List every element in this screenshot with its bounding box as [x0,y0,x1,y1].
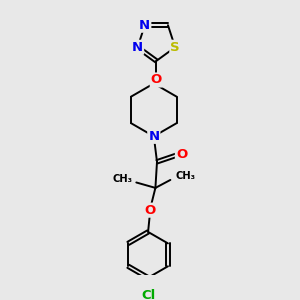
Text: CH₃: CH₃ [112,174,132,184]
Text: N: N [148,130,159,143]
Text: N: N [139,19,150,32]
Text: CH₃: CH₃ [176,171,196,181]
Text: N: N [132,41,143,54]
Text: S: S [170,41,180,54]
Text: O: O [176,148,187,161]
Text: O: O [144,204,155,217]
Text: Cl: Cl [141,289,155,300]
Text: O: O [151,74,162,86]
